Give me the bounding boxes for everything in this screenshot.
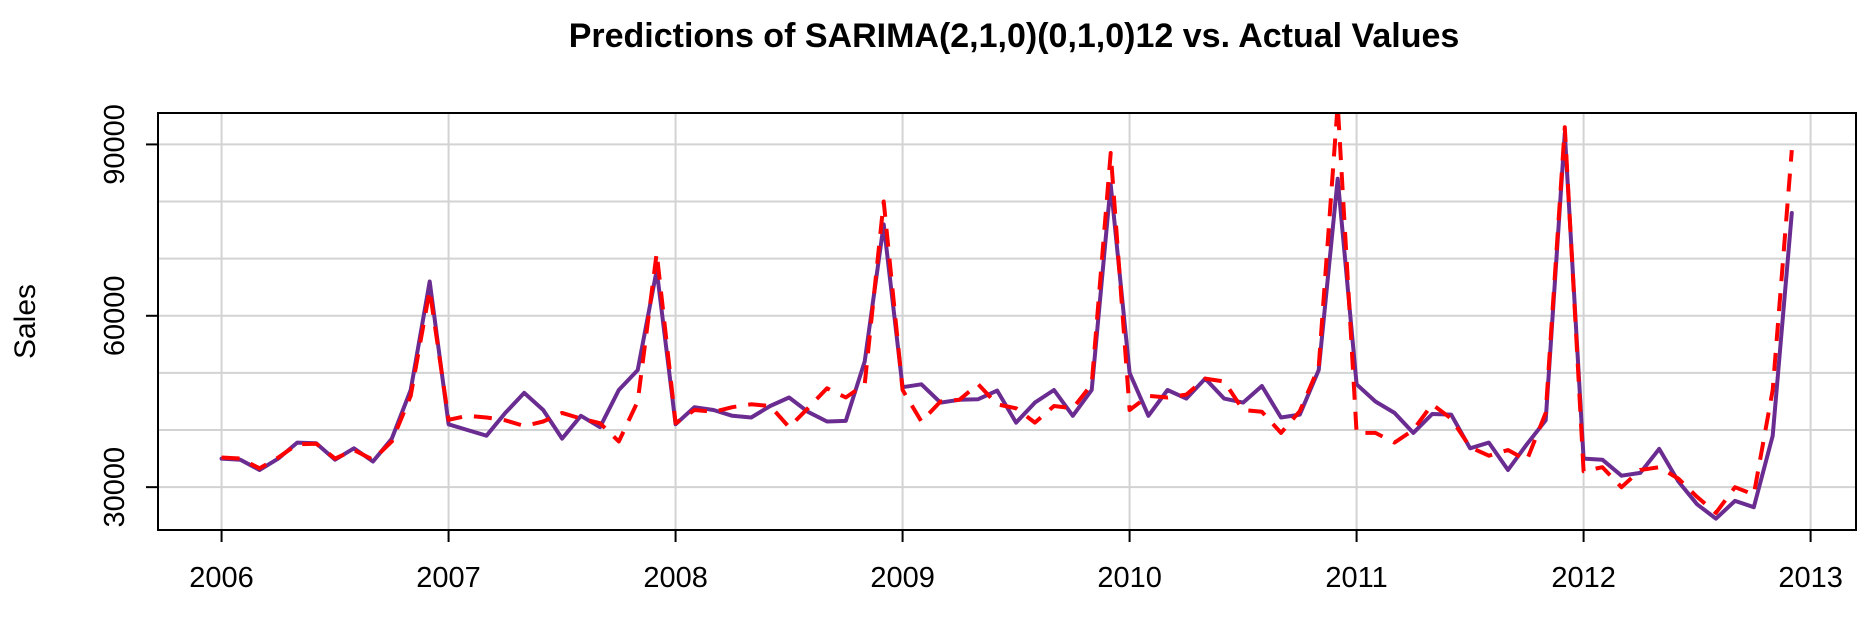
x-tick-label: 2009 — [870, 562, 935, 594]
x-tick-label: 2011 — [1325, 562, 1387, 594]
axes: 2006 2007 2008 2009 2010 2011 2012 2013 30000 600… — [99, 104, 1843, 594]
series-layer — [219, 113, 1794, 521]
y-tick-label: 90000 — [99, 104, 131, 185]
x-tick-label: 2006 — [189, 562, 254, 594]
x-tick-label: 2012 — [1551, 562, 1616, 594]
series-line-actual — [219, 131, 1794, 521]
y-tick-label: 30000 — [99, 447, 131, 528]
chart-title: Predictions of SARIMA(2,1,0)(0,1,0)12 vs… — [569, 17, 1460, 55]
x-tick-label: 2010 — [1097, 562, 1162, 594]
series-line-predicted — [221, 113, 1794, 515]
x-tick-label: 2007 — [416, 562, 481, 594]
plot-frame — [157, 112, 1857, 531]
x-tick-label: 2013 — [1778, 562, 1843, 594]
x-tick-label: 2008 — [643, 562, 708, 594]
y-tick-label: 60000 — [99, 275, 131, 356]
y-axis-label: Sales — [9, 284, 42, 359]
